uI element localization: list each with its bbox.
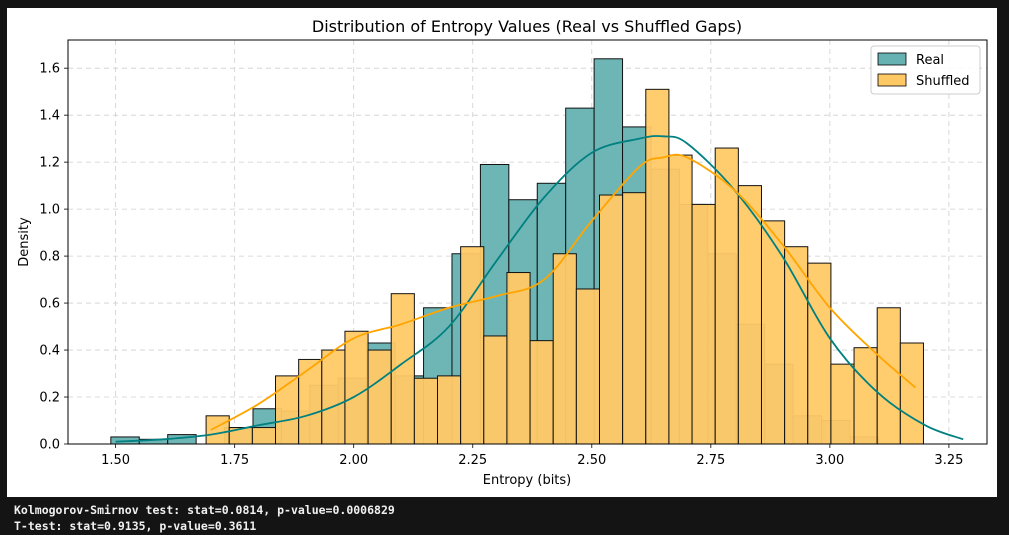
shuffled-bar [529,340,554,445]
y-axis-label: Density [17,217,32,267]
real-kde-curve [115,135,964,443]
shuffled-bars [205,88,924,445]
shuffled-bar [853,347,878,445]
t-test-result: T-test: stat=0.9135, p-value=0.3611 [14,519,257,533]
x-tick-label: 3.25 [934,453,963,468]
chart-title: Distribution of Entropy Values (Real vs … [312,17,742,36]
legend-swatch-real [877,52,907,66]
x-tick-label: 2.50 [577,453,606,468]
plot-frame [67,39,988,445]
y-tick-label: 0.2 [39,391,60,406]
x-tick-label: 2.00 [339,453,368,468]
figure: Distribution of Entropy Values (Real vs … [7,8,997,497]
histogram-chart: Distribution of Entropy Values (Real vs … [17,17,988,488]
x-tick-label: 2.25 [458,453,487,468]
shuffled-bar [622,192,647,445]
shuffled-bar [784,246,809,445]
shuffled-bar [437,375,462,445]
y-tick-label: 1.0 [39,203,60,218]
y-tick-label: 0.8 [39,250,60,265]
shuffled-bar [737,185,762,445]
shuffled-bar [552,253,577,445]
cell-output: Kolmogorov-Smirnov test: stat=0.0814, p-… [14,502,395,534]
shuffled-bar [807,262,832,445]
kde-curves [115,135,964,443]
shuffled-bar [413,377,439,445]
x-tick-label: 1.75 [220,453,249,468]
legend-label-shuffled: Shuffled [916,74,970,89]
shuffled-bar [714,147,739,445]
shuffled-bar [668,154,693,445]
shuffled-bar [367,349,392,445]
shuffled-bar [205,415,230,445]
shuffled-bar [460,246,485,445]
x-tick-label: 2.75 [696,453,725,468]
y-tick-label: 1.6 [39,62,60,77]
shuffled-bar [899,342,924,445]
shuffled-bar [506,272,531,445]
x-axis-label: Entropy (bits) [483,473,572,488]
x-tick-label: 3.00 [815,453,844,468]
shuffled-bar [691,203,716,445]
shuffled-kde-curve [210,153,917,431]
shuffled-bar [251,427,277,445]
shuffled-bar [830,363,855,445]
shuffled-bar [344,330,369,445]
shuffled-bar [298,358,323,445]
shuffled-bar [483,335,508,445]
legend-label-real: Real [916,53,944,68]
y-tick-label: 1.4 [39,109,60,124]
y-tick-label: 1.2 [39,156,60,171]
legend: Real Shuffled [870,45,981,95]
y-tick-label: 0.0 [39,438,60,453]
shuffled-bar [876,307,901,445]
shuffled-bar [275,375,300,445]
shuffled-bar [575,288,600,445]
shuffled-bar [598,194,624,445]
x-tick-label: 1.50 [101,453,130,468]
axis-ticks: 1.50 1.75 2.00 2.25 2.50 2.75 3.00 3.25 0.0 0.2 0.… [39,62,963,468]
legend-swatch-shuffled [877,73,907,87]
ks-test-result: Kolmogorov-Smirnov test: stat=0.0814, p-… [14,503,395,517]
shuffled-bar [321,349,346,445]
y-tick-label: 0.4 [39,344,60,359]
y-tick-label: 0.6 [39,297,60,312]
shuffled-bar [645,88,670,445]
